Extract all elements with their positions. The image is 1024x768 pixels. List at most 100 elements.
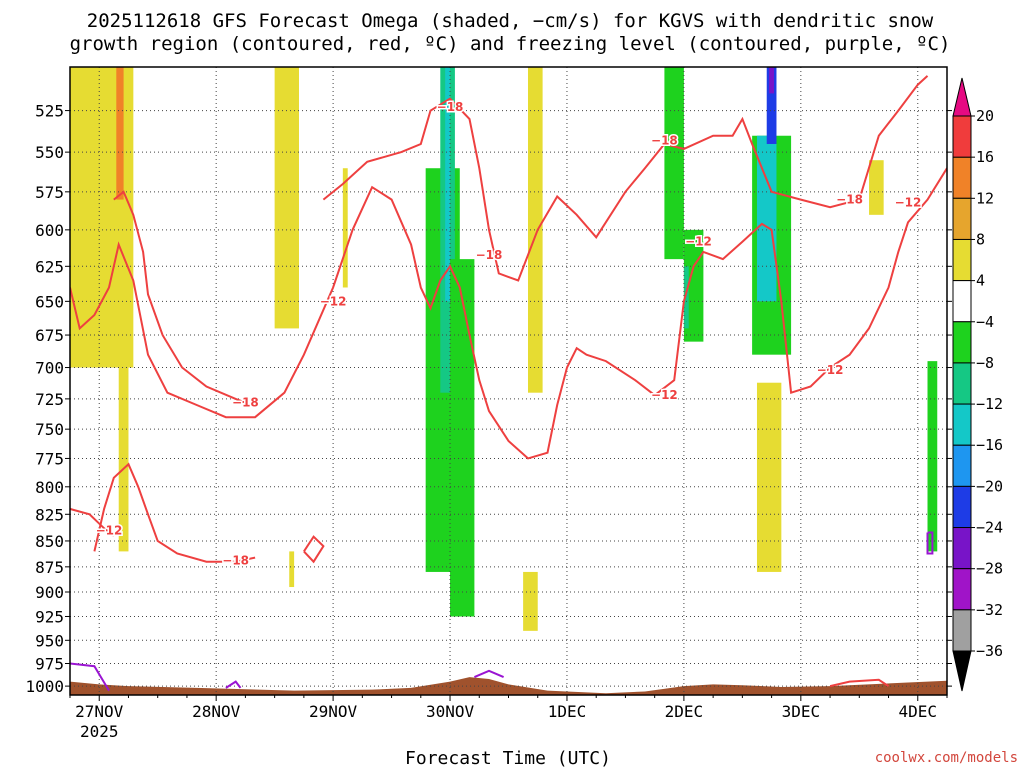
y-tick-label: 1000 (25, 677, 64, 696)
colorbar-segment (952, 197, 972, 240)
y-tick-label: 950 (35, 631, 64, 650)
x-tick-label: 30NOV (426, 702, 475, 721)
contour-label: −18 (476, 248, 503, 262)
y-tick-label: 650 (35, 292, 64, 311)
plot-area: −12 −12 −12 −12 −12 −18 −12 −18 −18 −18 −18 −18 525 5… (25, 66, 952, 741)
contour-label: −12 (895, 196, 922, 210)
x-tick-label: 1DEC (548, 702, 587, 721)
y-tick-label: 625 (35, 257, 64, 276)
colorbar-label: −36 (976, 642, 1003, 660)
x-tick-label: 28NOV (192, 702, 241, 721)
omega-shaded-region (869, 160, 884, 215)
omega-shaded-region (445, 67, 451, 302)
colorbar-label: 12 (976, 189, 994, 207)
x-tick-label: 4DEC (899, 702, 938, 721)
colorbar-label: −28 (976, 560, 1003, 578)
y-tick-label: 675 (35, 326, 64, 345)
colorbar-segment (952, 115, 972, 158)
colorbar-segment (952, 609, 972, 652)
y-tick-label: 600 (35, 221, 64, 240)
x-tick-label: 3DEC (782, 702, 821, 721)
colorbar-label: 16 (976, 148, 994, 166)
freezing-level-line (70, 662, 110, 692)
colorbar: 20 16 12 8 4 −4 −8 −12 −16 −20 −24 −28 −32 −36 (952, 77, 1003, 692)
omega-shaded-region (274, 67, 299, 329)
omega-shaded-region (342, 168, 348, 288)
freezing-level-line (225, 680, 242, 689)
omega-shaded-region (756, 382, 782, 572)
colorbar-label: −12 (976, 395, 1003, 413)
colorbar-label: −8 (976, 354, 994, 372)
omega-shaded-region (769, 67, 775, 94)
contour-label: −18 (836, 193, 863, 207)
colorbar-segment (952, 403, 972, 446)
omega-shaded-region (450, 259, 475, 617)
colorbar-segment (952, 444, 972, 487)
y-tick-label: 750 (35, 420, 64, 439)
omega-shaded-region (664, 67, 684, 260)
contour-label: −12 (685, 235, 712, 249)
colorbar-label: −4 (976, 313, 994, 331)
contour-label: −18 (232, 396, 259, 410)
colorbar-segment (952, 280, 972, 323)
plot-clip-group: −12 −12 −12 −12 −12 −18 −12 −18 −18 −18 −18 −18 (70, 67, 947, 695)
colorbar-segment (952, 362, 972, 405)
contour-label: −12 (320, 294, 347, 308)
contour-label: −12 (96, 523, 123, 537)
dendritic-contour-line (829, 678, 890, 688)
colorbar-label: −32 (976, 601, 1003, 619)
x-year-label: 2025 (80, 722, 119, 741)
colorbar-segment (952, 156, 972, 199)
colorbar-bottom-arrow (952, 650, 972, 692)
dendritic-contour-line (93, 462, 256, 563)
y-tick-label: 875 (35, 558, 64, 577)
dendritic-contour-line (70, 167, 947, 460)
colorbar-top-arrow (952, 77, 972, 117)
x-axis-label: Forecast Time (UTC) (405, 748, 611, 768)
colorbar-label: 8 (976, 230, 985, 248)
contour-label: −12 (817, 363, 844, 377)
contour-label: −18 (222, 554, 249, 568)
y-tick-label: 975 (35, 654, 64, 673)
colorbar-segment (952, 485, 972, 529)
colorbar-label: −20 (976, 477, 1003, 495)
colorbar-segment (952, 238, 972, 282)
omega-shaded-region (927, 361, 938, 552)
colorbar-label: 4 (976, 272, 985, 290)
contour-label: −18 (437, 100, 464, 114)
y-tick-label: 825 (35, 505, 64, 524)
y-tick-label: 700 (35, 359, 64, 378)
colorbar-segment (952, 527, 972, 570)
chart-title-line-1: 2025112618 GFS Forecast Omega (shaded, −… (87, 10, 934, 32)
dendritic-contour-line (303, 535, 325, 564)
x-tick-label: 2DEC (665, 702, 704, 721)
omega-shaded-region (70, 67, 134, 368)
credit-text: coolwx.com/models (875, 750, 1018, 766)
omega-shaded-region (289, 551, 295, 588)
y-tick-label: 525 (35, 102, 64, 121)
omega-shaded-region (766, 67, 777, 144)
y-tick-label: 850 (35, 532, 64, 551)
colorbar-label: 20 (976, 107, 994, 125)
dendritic-contour-line (70, 507, 115, 537)
contour-label: −12 (651, 388, 678, 402)
y-tick-label: 725 (35, 390, 64, 409)
colorbar-label: −16 (976, 436, 1003, 454)
omega-shaded-region (683, 266, 689, 329)
omega-shaded-region (116, 67, 124, 200)
y-tick-label: 575 (35, 183, 64, 202)
dendritic-contour-line (322, 75, 929, 282)
omega-shaded-region (118, 367, 129, 552)
chart-title-line-2: growth region (contoured, red, ºC) and f… (70, 33, 951, 55)
y-tick-label: 550 (35, 143, 64, 162)
colorbar-segment (952, 568, 972, 611)
colorbar-segment (952, 321, 972, 364)
y-tick-label: 925 (35, 607, 64, 626)
freezing-level-line (926, 531, 934, 555)
freezing-level-line (474, 669, 504, 679)
dendritic-contour-line (113, 190, 246, 404)
grid-lines (70, 67, 947, 695)
x-tick-label: 29NOV (309, 702, 358, 721)
colorbar-label: −24 (976, 519, 1003, 537)
